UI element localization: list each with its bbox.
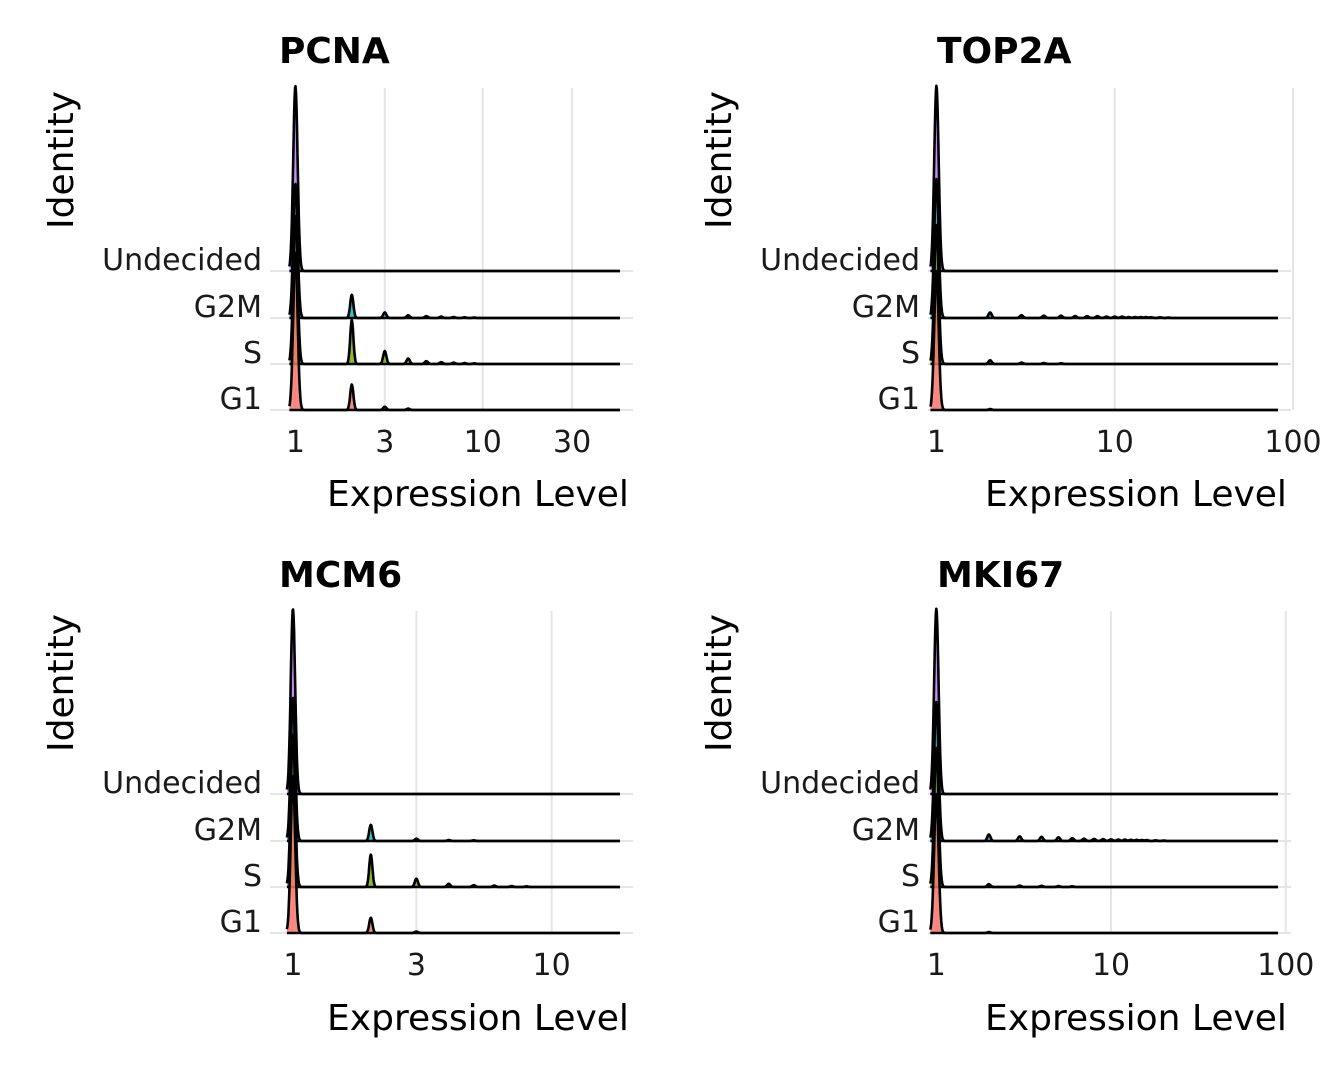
y-category-label: G2M [852, 813, 920, 848]
y-category-label: Undecided [102, 243, 262, 278]
y-category-label: G1 [878, 905, 920, 940]
panel-mki67: MKI67 Identity Expression Level 1 10 100 G1… [699, 555, 1314, 1039]
x-tick-label: 1 [286, 425, 305, 460]
x-axis-title: Expression Level [985, 998, 1287, 1039]
y-category-label: Undecided [760, 766, 920, 801]
x-tick-label: 1 [927, 425, 946, 460]
x-tick-label: 30 [553, 425, 591, 460]
x-tick-label: 10 [533, 948, 571, 983]
x-axis-title: Expression Level [985, 474, 1287, 515]
x-tick-label: 10 [464, 425, 502, 460]
y-axis-title: Identity [699, 614, 740, 752]
y-axis-title: Identity [699, 91, 740, 229]
panel-top2a: TOP2A Identity Expression Level 1 10 100 G1… [699, 31, 1322, 515]
x-tick-label: 3 [407, 948, 426, 983]
y-category-label: Undecided [760, 243, 920, 278]
x-axis-title: Expression Level [327, 474, 629, 515]
y-category-label: S [901, 336, 920, 371]
y-category-label: G2M [194, 813, 262, 848]
panel-pcna: PCNA Identity Expression Level 1 3 10 30 G1 S… [41, 31, 633, 515]
y-category-label: G1 [878, 382, 920, 417]
plot-area: 1 3 10 30 G1 S G2M Undecided [102, 84, 633, 460]
x-tick-label: 10 [1096, 425, 1134, 460]
panel-title: TOP2A [937, 31, 1072, 72]
y-category-label: S [901, 859, 920, 894]
x-tick-label: 100 [1264, 425, 1321, 460]
x-tick-label: 1 [283, 948, 302, 983]
y-axis-title: Identity [41, 614, 82, 752]
x-tick-label: 1 [927, 948, 946, 983]
x-tick-label: 100 [1257, 948, 1314, 983]
panel-title: MCM6 [279, 555, 402, 596]
plot-area: 1 3 10 G1 S G2M Undecided [102, 608, 633, 983]
y-category-label: G2M [194, 290, 262, 325]
y-category-label: S [243, 859, 262, 894]
plot-area: 1 10 100 G1 S G2M Undecided [760, 84, 1322, 460]
y-axis-title: Identity [41, 91, 82, 229]
panel-mcm6: MCM6 Identity Expression Level 1 3 10 G1 S G2… [41, 555, 633, 1039]
y-category-label: G1 [220, 905, 262, 940]
panel-title: MKI67 [937, 555, 1064, 596]
plot-area: 1 10 100 G1 S G2M Undecided [760, 607, 1314, 983]
y-category-label: G2M [852, 290, 920, 325]
panel-title: PCNA [279, 31, 390, 72]
x-tick-label: 10 [1092, 948, 1130, 983]
y-category-label: Undecided [102, 766, 262, 801]
x-tick-label: 3 [375, 425, 394, 460]
y-category-label: S [243, 336, 262, 371]
y-category-label: G1 [220, 382, 262, 417]
x-axis-title: Expression Level [327, 998, 629, 1039]
